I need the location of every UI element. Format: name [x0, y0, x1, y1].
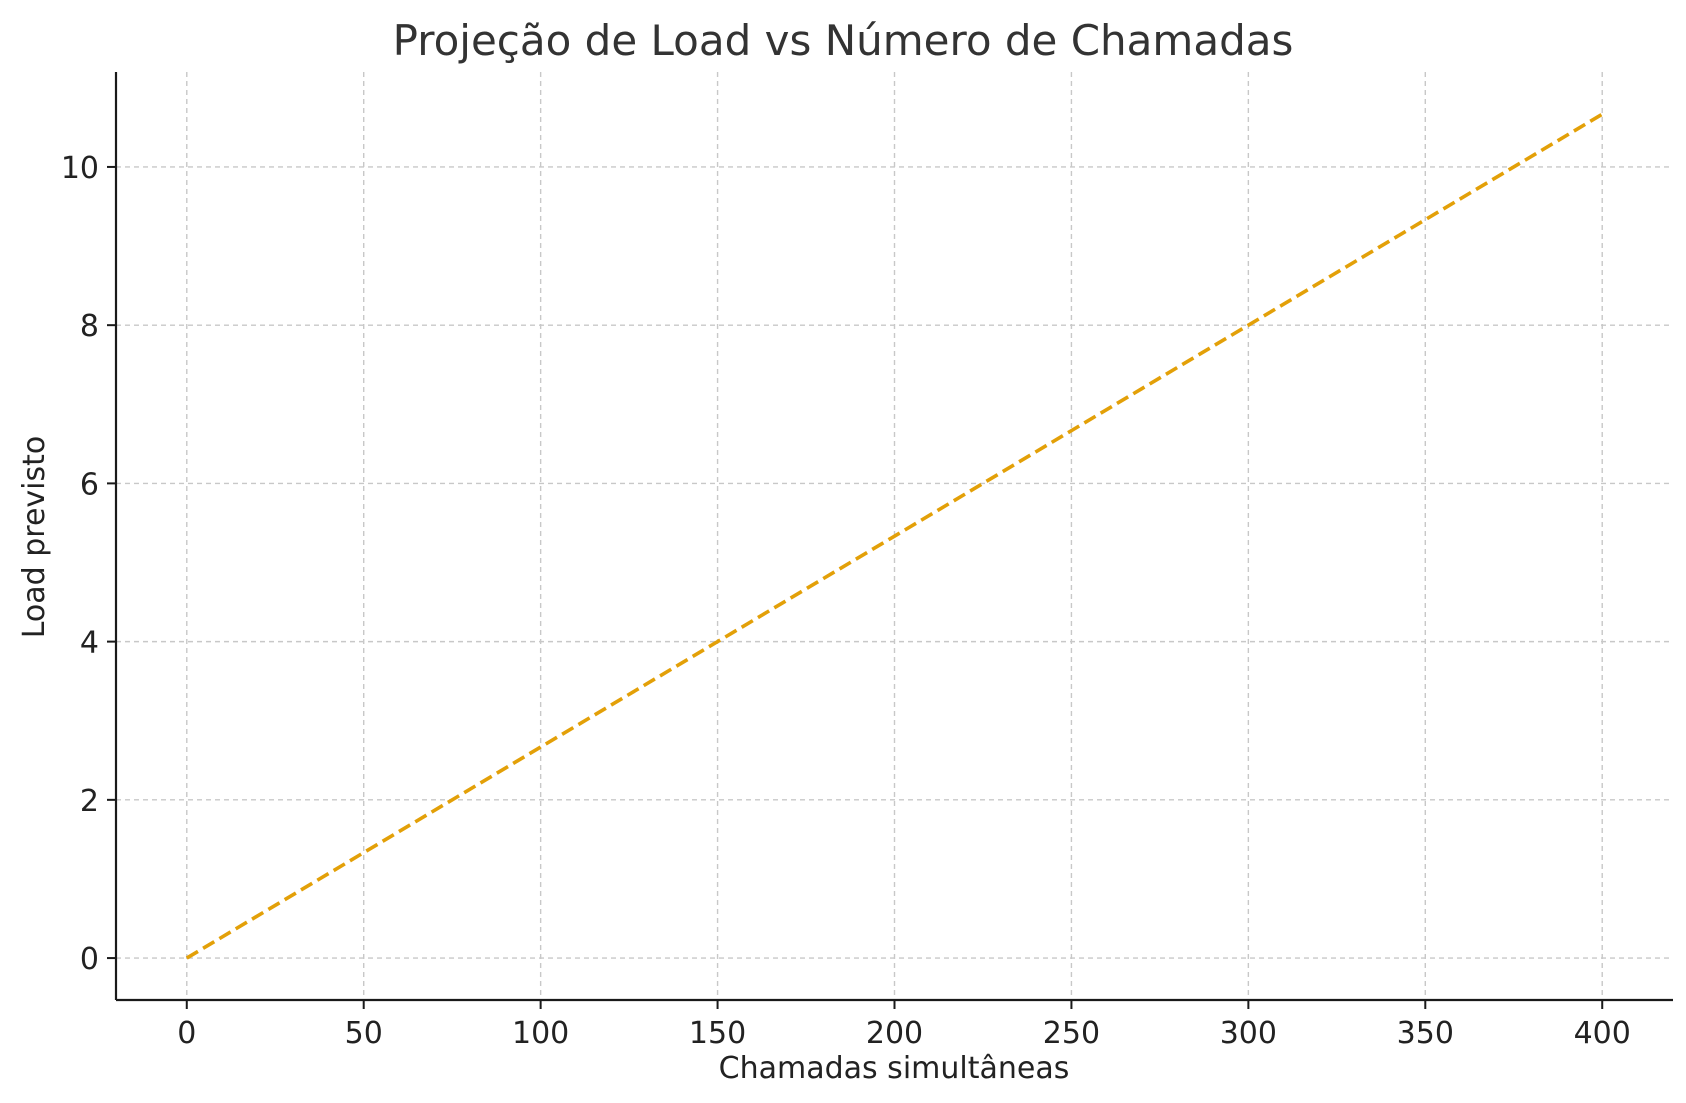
x-tick-label: 150 — [689, 1016, 746, 1051]
y-tick-label: 4 — [80, 626, 99, 661]
x-tick-label: 100 — [512, 1016, 569, 1051]
series-layer — [185, 112, 1604, 960]
x-tick-label: 0 — [177, 1016, 196, 1051]
x-tick-label: 200 — [866, 1016, 923, 1051]
y-axis-label: Load previsto — [17, 436, 52, 639]
y-tick-label: 10 — [61, 151, 99, 186]
x-tick-label: 250 — [1043, 1016, 1100, 1051]
ticks-layer: 0 50 100 150 200 250 300 350 400 0 2 4 6 8 10 — [61, 151, 1631, 1051]
x-tick-label: 50 — [345, 1016, 383, 1051]
x-tick-label: 300 — [1220, 1016, 1277, 1051]
x-tick-label: 400 — [1574, 1016, 1631, 1051]
y-tick-label: 2 — [80, 784, 99, 819]
x-tick-label: 350 — [1397, 1016, 1454, 1051]
x-axis-label: Chamadas simultâneas — [719, 1051, 1070, 1086]
y-tick-label: 0 — [80, 942, 99, 977]
chart-title: Projeção de Load vs Número de Chamadas — [393, 16, 1294, 65]
series-line — [185, 112, 1604, 960]
y-tick-label: 6 — [80, 467, 99, 502]
grid-layer — [116, 72, 1673, 1000]
y-tick-label: 8 — [80, 309, 99, 344]
